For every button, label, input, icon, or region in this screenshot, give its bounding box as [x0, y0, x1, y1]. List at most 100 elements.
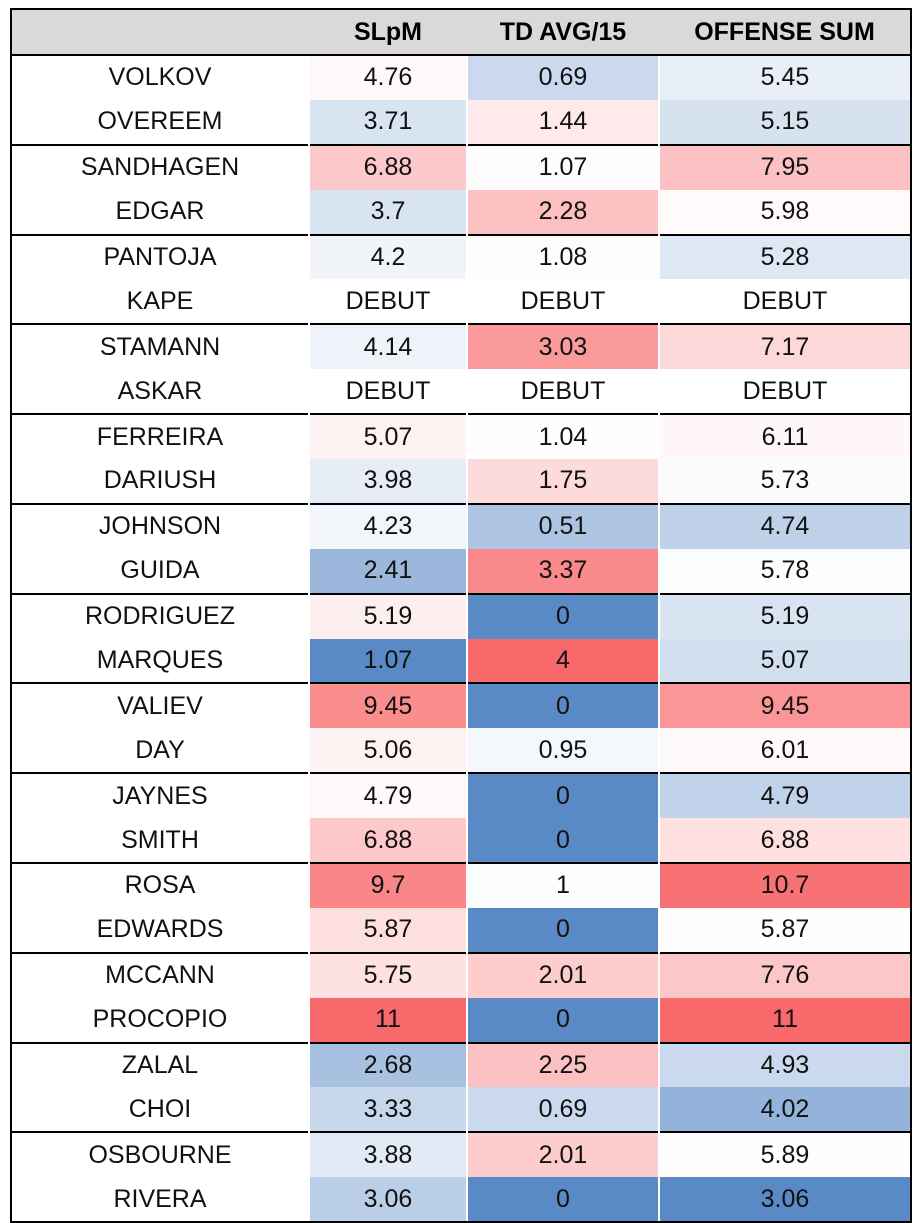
td-avg-cell: 0 — [466, 818, 659, 864]
offense-sum-cell: DEBUT — [658, 369, 912, 415]
td-avg-cell: 1 — [466, 862, 659, 908]
td-avg-cell: 0.95 — [466, 728, 659, 774]
slpm-cell: 4.14 — [308, 323, 467, 370]
slpm-cell: 2.68 — [308, 1041, 467, 1088]
offense-sum-cell: 6.01 — [658, 728, 912, 774]
fighter-name-cell: MARQUES — [10, 638, 309, 684]
table-row: ROSA 9.7 1 10.7 — [10, 862, 912, 908]
fighter-name-cell: JOHNSON — [10, 502, 309, 549]
slpm-cell: 3.88 — [308, 1131, 467, 1178]
td-avg-cell: 1.44 — [466, 99, 659, 145]
table-row: PROCOPIO 11 0 11 — [10, 997, 912, 1043]
fighter-name-cell: OSBOURNE — [10, 1131, 309, 1178]
fighter-name-cell: VALIEV — [10, 682, 309, 729]
slpm-cell: 4.23 — [308, 502, 467, 549]
table-row: MCCANN 5.75 2.01 7.76 — [10, 951, 912, 998]
table-body: VOLKOV 4.76 0.69 5.45 OVEREEM 3.71 1.44 5.15 SAN… — [10, 54, 912, 1223]
fighter-name-cell: GUIDA — [10, 548, 309, 594]
offense-sum-cell: 5.87 — [658, 907, 912, 953]
fighter-name-cell: FERREIRA — [10, 413, 309, 460]
fighter-name-cell: OVEREEM — [10, 99, 309, 145]
offense-sum-cell: 5.19 — [658, 592, 912, 639]
fighter-name-cell: ASKAR — [10, 369, 309, 415]
offense-sum-cell: 5.15 — [658, 99, 912, 145]
slpm-cell: 6.88 — [308, 818, 467, 864]
slpm-cell: 4.2 — [308, 233, 467, 280]
td-avg-cell: 0 — [466, 682, 659, 729]
td-avg-cell: 3.03 — [466, 323, 659, 370]
fighter-name-cell: DAY — [10, 728, 309, 774]
fighter-name-cell: KAPE — [10, 279, 309, 325]
table-row: SANDHAGEN 6.88 1.07 7.95 — [10, 143, 912, 190]
table-row: GUIDA 2.41 3.37 5.78 — [10, 548, 912, 594]
fighter-name-cell: PANTOJA — [10, 233, 309, 280]
slpm-cell: 3.33 — [308, 1087, 467, 1133]
header-td-avg: TD AVG/15 — [467, 8, 659, 56]
slpm-cell: 3.7 — [308, 189, 467, 235]
offense-sum-cell: 7.76 — [658, 951, 912, 998]
offense-sum-cell: 5.89 — [658, 1131, 912, 1178]
table-row: EDWARDS 5.87 0 5.87 — [10, 907, 912, 953]
offense-sum-cell: 4.74 — [658, 502, 912, 549]
td-avg-cell: 4 — [466, 638, 659, 684]
offense-sum-cell: 5.78 — [658, 548, 912, 594]
offense-sum-cell: 6.88 — [658, 818, 912, 864]
td-avg-cell: 1.07 — [466, 143, 659, 190]
fighter-name-cell: EDWARDS — [10, 907, 309, 953]
table-row: RODRIGUEZ 5.19 0 5.19 — [10, 592, 912, 639]
offense-sum-cell: 9.45 — [658, 682, 912, 729]
slpm-cell: DEBUT — [308, 369, 467, 415]
td-avg-cell: 0 — [466, 772, 659, 819]
slpm-cell: 5.19 — [308, 592, 467, 639]
slpm-cell: 4.76 — [308, 54, 467, 100]
table-row: JAYNES 4.79 0 4.79 — [10, 772, 912, 819]
slpm-cell: 4.79 — [308, 772, 467, 819]
offense-sum-cell: 5.73 — [658, 459, 912, 504]
td-avg-cell: 0 — [466, 997, 659, 1043]
offense-sum-cell: 7.95 — [658, 143, 912, 190]
td-avg-cell: 1.08 — [466, 233, 659, 280]
table-row: PANTOJA 4.2 1.08 5.28 — [10, 233, 912, 280]
header-offense-sum: OFFENSE SUM — [659, 8, 912, 56]
table-row: STAMANN 4.14 3.03 7.17 — [10, 323, 912, 370]
offense-sum-cell: DEBUT — [658, 279, 912, 325]
table-row: DARIUSH 3.98 1.75 5.73 — [10, 459, 912, 504]
td-avg-cell: 2.01 — [466, 1131, 659, 1178]
table-row: CHOI 3.33 0.69 4.02 — [10, 1087, 912, 1133]
header-slpm: SLpM — [309, 8, 467, 56]
slpm-cell: 5.07 — [308, 413, 467, 460]
fighter-name-cell: MCCANN — [10, 951, 309, 998]
fighter-name-cell: ZALAL — [10, 1041, 309, 1088]
offense-sum-cell: 5.45 — [658, 54, 912, 100]
offense-sum-cell: 11 — [658, 997, 912, 1043]
td-avg-cell: DEBUT — [466, 279, 659, 325]
fighter-name-cell: RODRIGUEZ — [10, 592, 309, 639]
header-name — [10, 8, 309, 56]
fighter-name-cell: STAMANN — [10, 323, 309, 370]
td-avg-cell: 0 — [466, 592, 659, 639]
td-avg-cell: 2.28 — [466, 189, 659, 235]
fighter-name-cell: VOLKOV — [10, 54, 309, 100]
slpm-cell: 3.98 — [308, 459, 467, 504]
fighter-name-cell: DARIUSH — [10, 459, 309, 504]
slpm-cell: 3.71 — [308, 99, 467, 145]
fighter-name-cell: SMITH — [10, 818, 309, 864]
table-row: FERREIRA 5.07 1.04 6.11 — [10, 413, 912, 460]
td-avg-cell: DEBUT — [466, 369, 659, 415]
offense-sum-cell: 7.17 — [658, 323, 912, 370]
offense-sum-cell: 4.93 — [658, 1041, 912, 1088]
table-row: VOLKOV 4.76 0.69 5.45 — [10, 54, 912, 100]
offense-sum-cell: 4.79 — [658, 772, 912, 819]
td-avg-cell: 1.75 — [466, 459, 659, 504]
table-row: JOHNSON 4.23 0.51 4.74 — [10, 502, 912, 549]
table-row: ZALAL 2.68 2.25 4.93 — [10, 1041, 912, 1088]
td-avg-cell: 0.69 — [466, 54, 659, 100]
slpm-cell: 5.87 — [308, 907, 467, 953]
td-avg-cell: 3.37 — [466, 548, 659, 594]
slpm-cell: 6.88 — [308, 143, 467, 190]
td-avg-cell: 0.69 — [466, 1087, 659, 1133]
table-header: SLpM TD AVG/15 OFFENSE SUM — [10, 8, 912, 56]
table-row: ASKAR DEBUT DEBUT DEBUT — [10, 369, 912, 415]
slpm-cell: 9.45 — [308, 682, 467, 729]
